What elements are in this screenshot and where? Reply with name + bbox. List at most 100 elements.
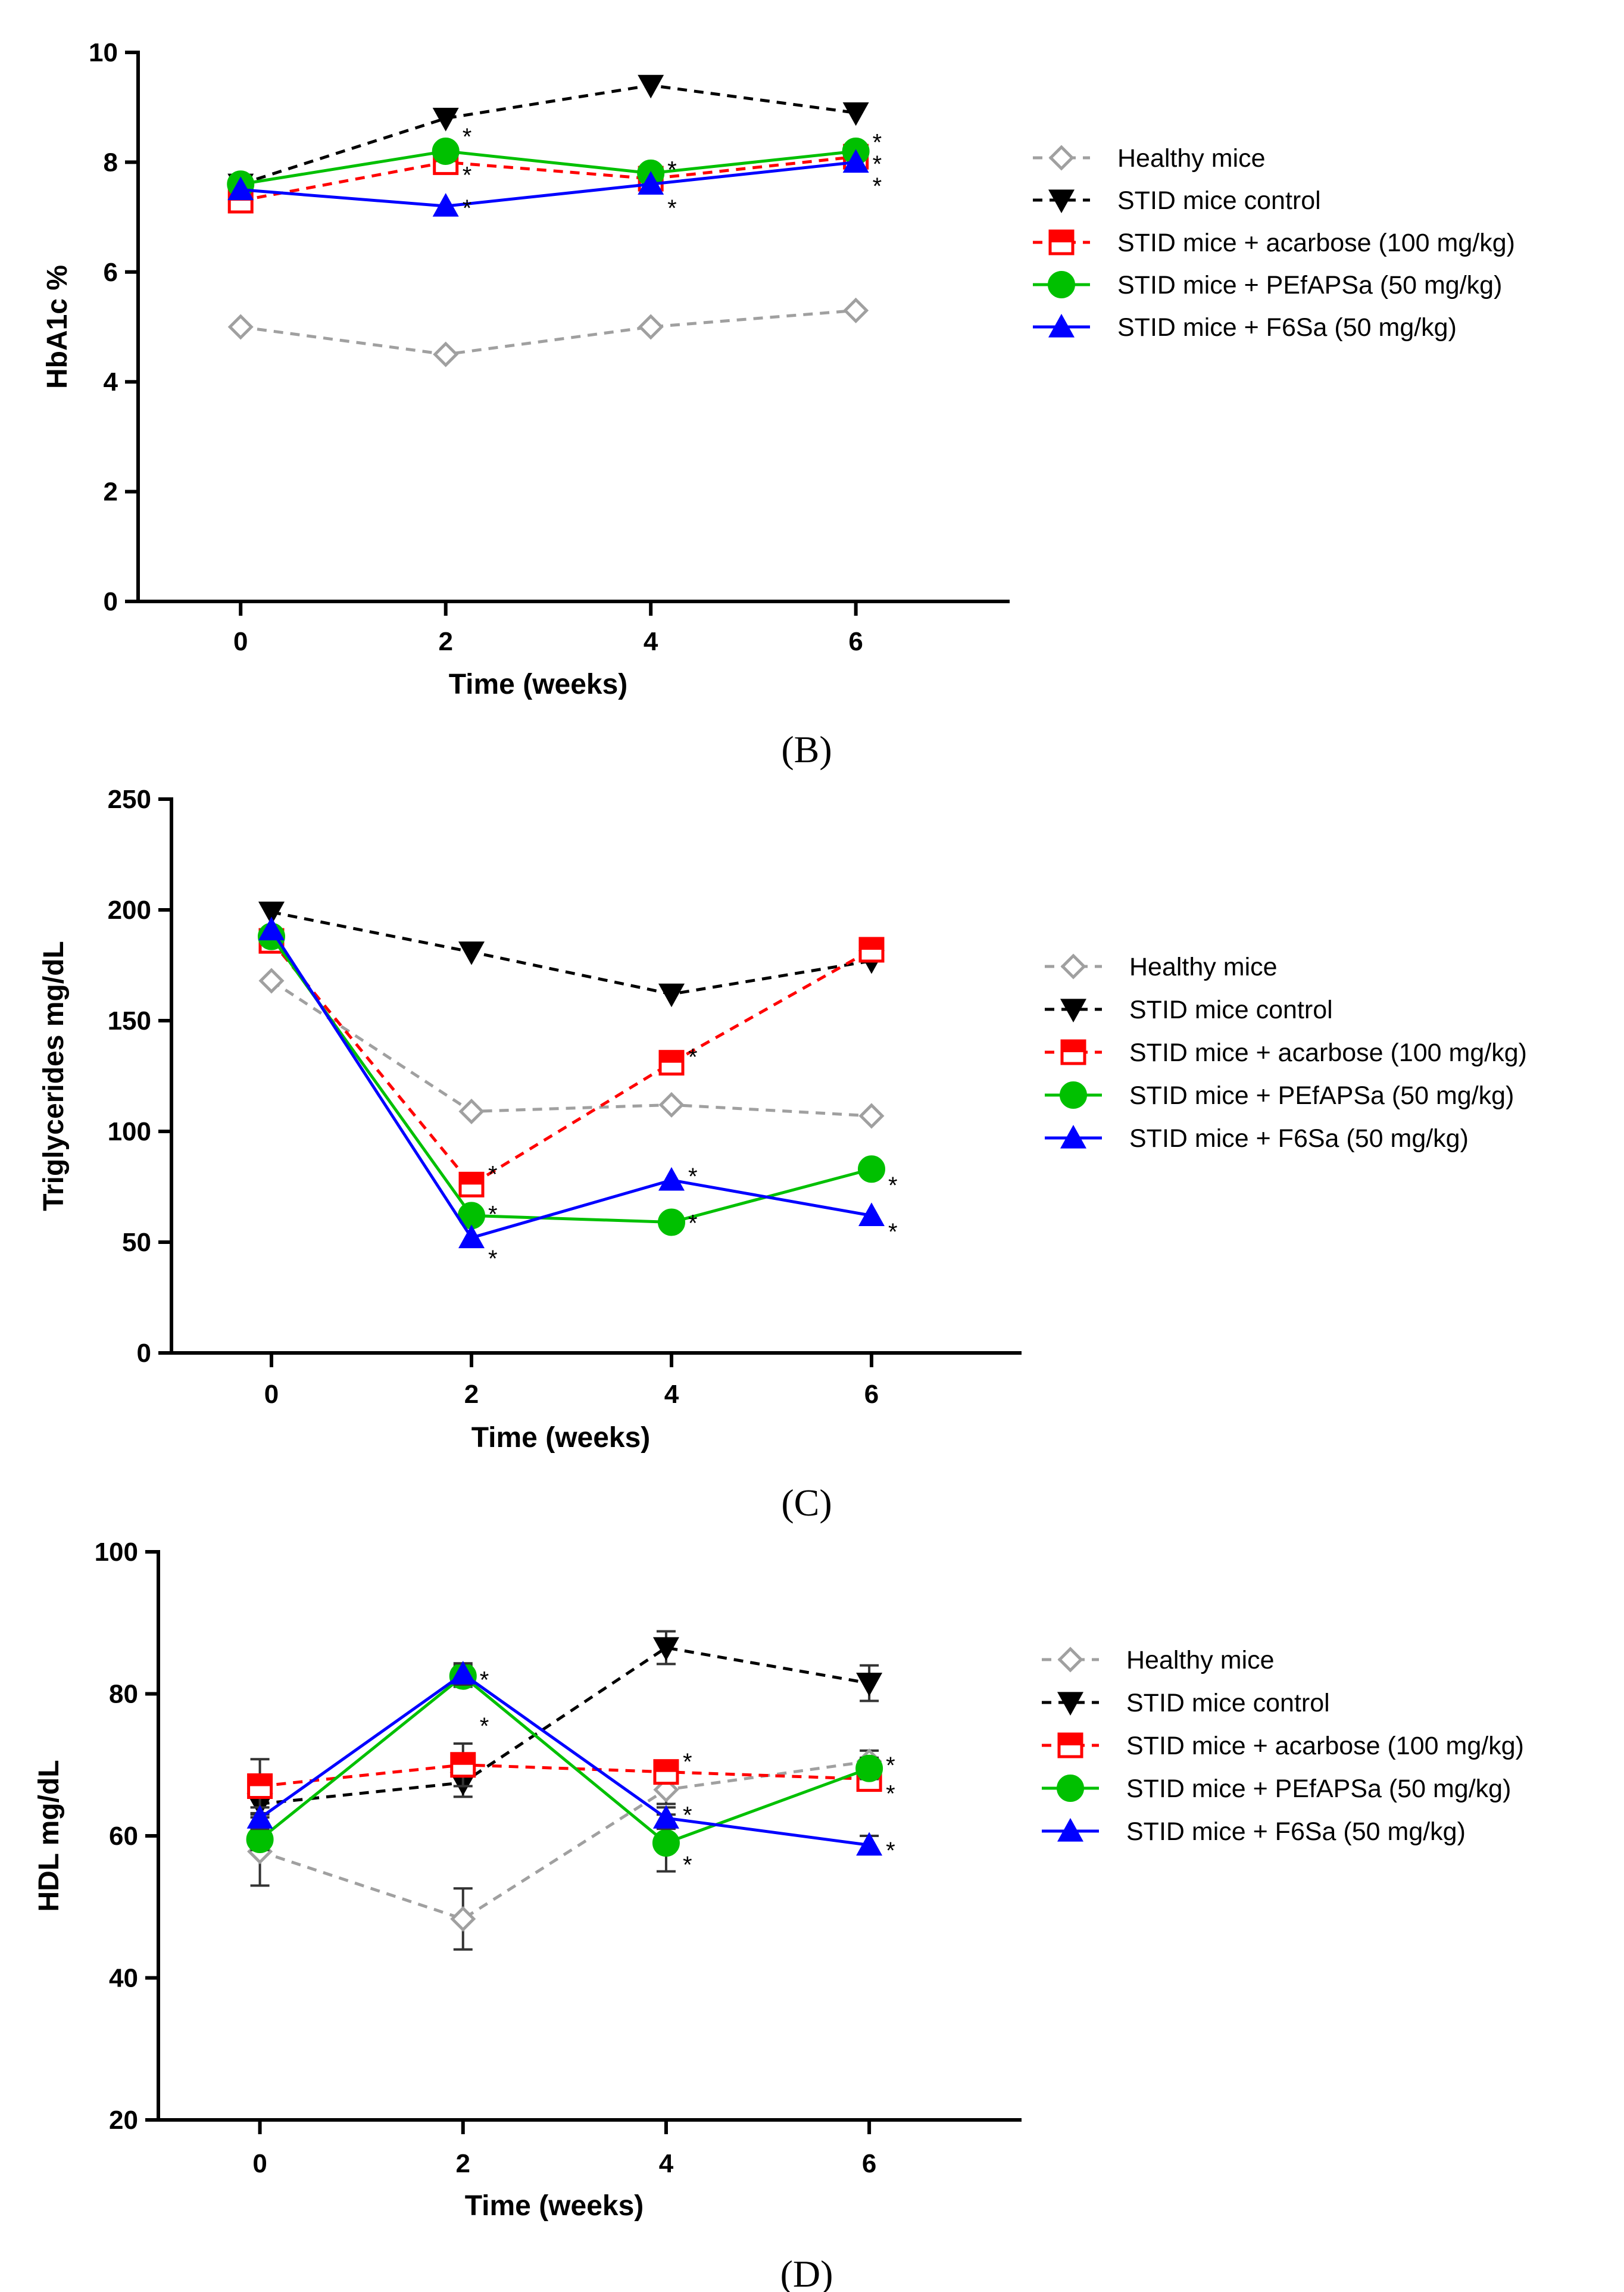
significance-star: * — [667, 157, 677, 183]
x-tick-label: 0 — [264, 1380, 279, 1409]
panel-label: (D) — [780, 2253, 833, 2292]
x-tick-label: 6 — [862, 2149, 876, 2178]
x-tick-label: 4 — [644, 627, 658, 656]
data-point-acarbose-fill — [660, 1051, 683, 1063]
legend: Healthy mice STID mice control STID mice +… — [1033, 144, 1515, 342]
series-pefapsa — [258, 922, 885, 1236]
data-point-control — [258, 902, 285, 925]
series-line-control — [240, 83, 856, 186]
legend-label-f6sa: STID mice + F6Sa (50 mg/kg) — [1129, 1124, 1469, 1153]
y-tick-label: 150 — [108, 1006, 151, 1036]
legend-marker-healthy — [1048, 145, 1075, 171]
significance-star: * — [480, 1713, 489, 1739]
data-point-acarbose-fill — [460, 1173, 483, 1185]
legend-marker-healthy — [1057, 1647, 1083, 1673]
significance-star: * — [688, 1164, 698, 1190]
data-point-acarbose-fill — [248, 1775, 271, 1786]
data-point-f6sa — [652, 1805, 679, 1829]
panel-label: (C) — [781, 1482, 832, 1524]
x-tick-label: 2 — [456, 2149, 470, 2178]
series-healthy — [227, 297, 869, 367]
significance-star: * — [888, 1172, 898, 1199]
data-point-control — [458, 941, 485, 965]
data-point-f6sa — [856, 1832, 883, 1856]
series-line-healthy — [240, 308, 856, 356]
y-tick-label: 50 — [122, 1228, 151, 1257]
y-tick-label: 4 — [104, 367, 118, 397]
series-line-pefapsa — [270, 935, 872, 1224]
data-point-healthy — [450, 1906, 476, 1932]
legend-marker-acarbose-fill — [1062, 1041, 1085, 1052]
legend-marker-f6sa — [1057, 1818, 1083, 1842]
series-line-control — [260, 1646, 870, 1805]
series-line-healthy — [259, 1760, 870, 1921]
series-control — [258, 902, 885, 1008]
legend-label-control: STID mice control — [1126, 1689, 1330, 1717]
y-tick-label: 20 — [109, 2106, 138, 2135]
significance-star: * — [688, 1210, 698, 1236]
data-point-pefapsa — [246, 1825, 274, 1853]
x-axis-title: Time (weeks) — [471, 1422, 651, 1454]
data-point-control — [638, 74, 664, 99]
data-point-acarbose-fill — [451, 1753, 474, 1765]
data-point-control — [842, 102, 869, 126]
data-point-f6sa — [858, 1202, 885, 1226]
legend-marker-pefapsa — [1057, 1775, 1084, 1802]
legend-marker-pefapsa — [1048, 271, 1075, 298]
data-point-healthy — [658, 1092, 685, 1118]
legend-label-control: STID mice control — [1117, 186, 1321, 215]
data-point-acarbose — [450, 1752, 476, 1778]
significance-star: * — [873, 151, 882, 177]
series-line-control — [271, 910, 872, 996]
legend-marker-f6sa — [1060, 1125, 1086, 1149]
legend-marker-pefapsa — [1060, 1081, 1087, 1109]
data-point-f6sa — [449, 1661, 476, 1685]
data-point-f6sa — [432, 193, 459, 217]
legend-marker-control — [1060, 999, 1086, 1022]
data-point-acarbose — [247, 1773, 273, 1800]
legend-label-acarbose: STID mice + acarbose (100 mg/kg) — [1129, 1039, 1527, 1067]
significance-star: * — [488, 1162, 498, 1188]
y-tick-label: 40 — [109, 1964, 138, 1993]
legend-label-pefapsa: STID mice + PEfAPSa (50 mg/kg) — [1126, 1775, 1511, 1803]
data-point-control — [432, 108, 459, 132]
data-point-healthy — [843, 297, 869, 323]
data-point-f6sa — [458, 1224, 485, 1249]
data-point-f6sa — [258, 916, 285, 941]
data-point-f6sa — [227, 176, 254, 201]
significance-star: * — [463, 163, 472, 189]
significance-star: * — [888, 1219, 898, 1245]
data-point-control — [856, 1673, 883, 1697]
data-point-acarbose-fill — [654, 1760, 677, 1772]
data-point-acarbose — [658, 1050, 685, 1076]
y-tick-label: 80 — [109, 1680, 138, 1709]
series-line-acarbose — [270, 940, 873, 1187]
series-line-pefapsa — [240, 149, 856, 186]
x-tick-label: 0 — [233, 627, 248, 656]
data-point-acarbose — [458, 1171, 485, 1198]
series-control — [227, 74, 869, 198]
legend-label-acarbose: STID mice + acarbose (100 mg/kg) — [1126, 1732, 1524, 1760]
y-axis-title: HbA1c % — [42, 265, 73, 389]
series-acarbose — [227, 144, 869, 214]
significance-star: * — [683, 1852, 692, 1878]
legend-marker-f6sa — [1048, 314, 1075, 338]
x-tick-label: 2 — [438, 627, 452, 656]
data-point-healthy — [638, 314, 664, 340]
series-line-acarbose — [260, 1763, 870, 1788]
legend: Healthy mice STID mice control STID mice +… — [1042, 1646, 1524, 1846]
significance-star: * — [886, 1838, 895, 1864]
data-point-control — [652, 1637, 679, 1661]
legend-marker-healthy — [1060, 953, 1086, 980]
y-tick-label: 60 — [109, 1822, 138, 1851]
data-point-f6sa — [246, 1805, 273, 1829]
series-acarbose — [258, 928, 885, 1198]
legend-label-healthy: Healthy mice — [1126, 1646, 1275, 1674]
data-point-pefapsa — [855, 1754, 883, 1782]
y-tick-label: 6 — [104, 258, 118, 287]
significance-star: * — [667, 157, 677, 183]
significance-star: * — [480, 1667, 489, 1694]
data-point-healthy — [858, 1103, 885, 1129]
series-healthy — [247, 1748, 882, 1951]
